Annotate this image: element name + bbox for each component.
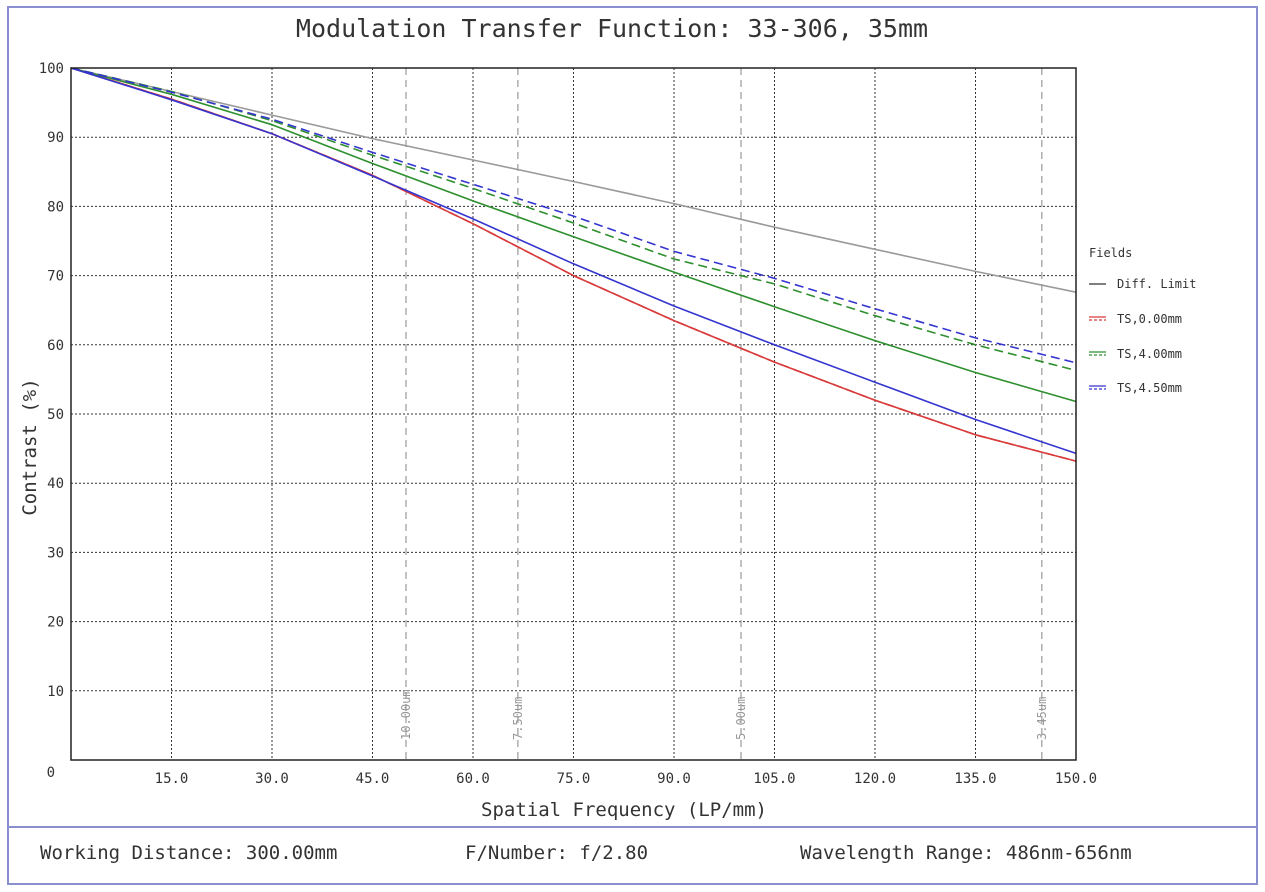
series-lines: [70, 67, 1077, 462]
y-tick-label: 80: [47, 199, 64, 215]
outer-frame: [7, 6, 1258, 885]
x-tick-label: 90.0: [657, 771, 691, 787]
series-line-diff-limit-solid: [70, 67, 1077, 293]
pixel-marker-label: 3.45um: [1035, 697, 1049, 740]
series-line-ts-4-00mm-solid: [70, 67, 1077, 403]
x-tick-label: 30.0: [255, 771, 289, 787]
y-tick-label: 50: [47, 407, 64, 423]
x-tick-label: 135.0: [954, 771, 996, 787]
pixel-markers: 10.00um 7.50um 5.00um 3.45um: [399, 68, 1049, 760]
legend-label: TS,4.00mm: [1117, 347, 1182, 361]
pixel-marker-label: 7.50um: [511, 697, 525, 740]
x-tick-label: 60.0: [456, 771, 490, 787]
x-tick-label: 150.0: [1055, 771, 1097, 787]
x-tick-label: 75.0: [557, 771, 591, 787]
y-tick-label: 10: [47, 684, 64, 700]
legend: Fields Diff. Limit TS,0.00mm TS,4.00mm TS,4…: [1089, 246, 1196, 395]
series-line-ts-4-50mm-solid: [70, 67, 1077, 455]
y-tick-label: 20: [47, 615, 64, 631]
working-distance: Working Distance: 300.00mm: [40, 842, 338, 864]
y-tick-label: 40: [47, 476, 64, 492]
f-number: F/Number: f/2.80: [465, 842, 649, 864]
y-tick-label: 70: [47, 269, 64, 285]
y-tick-label: 90: [47, 130, 64, 146]
legend-label: TS,4.50mm: [1117, 381, 1182, 395]
x-tick-label: 15.0: [155, 771, 189, 787]
x-axis-label: Spatial Frequency (LP/mm): [481, 799, 767, 821]
plot-area-border: [70, 67, 1077, 761]
y-tick-label: 100: [39, 61, 64, 77]
mtf-chart: Modulation Transfer Function: 33-306, 35…: [19, 14, 1196, 821]
y-tick-label: 0: [47, 765, 55, 781]
series-line-ts-4-50mm-dashed: [70, 67, 1077, 364]
wavelength-range: Wavelength Range: 486nm-656nm: [800, 842, 1132, 864]
grid: [71, 68, 1076, 760]
x-tick-label: 45.0: [356, 771, 390, 787]
pixel-marker-label: 5.00um: [734, 697, 748, 740]
axis-ticks: 15.0 30.0 45.0 60.0 75.0 90.0 105.0 120.0 135.0 1…: [39, 61, 1097, 787]
legend-label: Diff. Limit: [1117, 277, 1196, 291]
legend-title: Fields: [1089, 246, 1132, 260]
chart-title: Modulation Transfer Function: 33-306, 35…: [296, 14, 928, 43]
legend-label: TS,0.00mm: [1117, 312, 1182, 326]
y-axis-label: Contrast (%): [19, 378, 41, 515]
y-tick-label: 60: [47, 338, 64, 354]
y-tick-label: 30: [47, 545, 64, 561]
footer-divider: [7, 826, 1258, 828]
x-tick-label: 105.0: [753, 771, 795, 787]
x-tick-label: 120.0: [854, 771, 896, 787]
pixel-marker-label: 10.00um: [399, 689, 413, 740]
